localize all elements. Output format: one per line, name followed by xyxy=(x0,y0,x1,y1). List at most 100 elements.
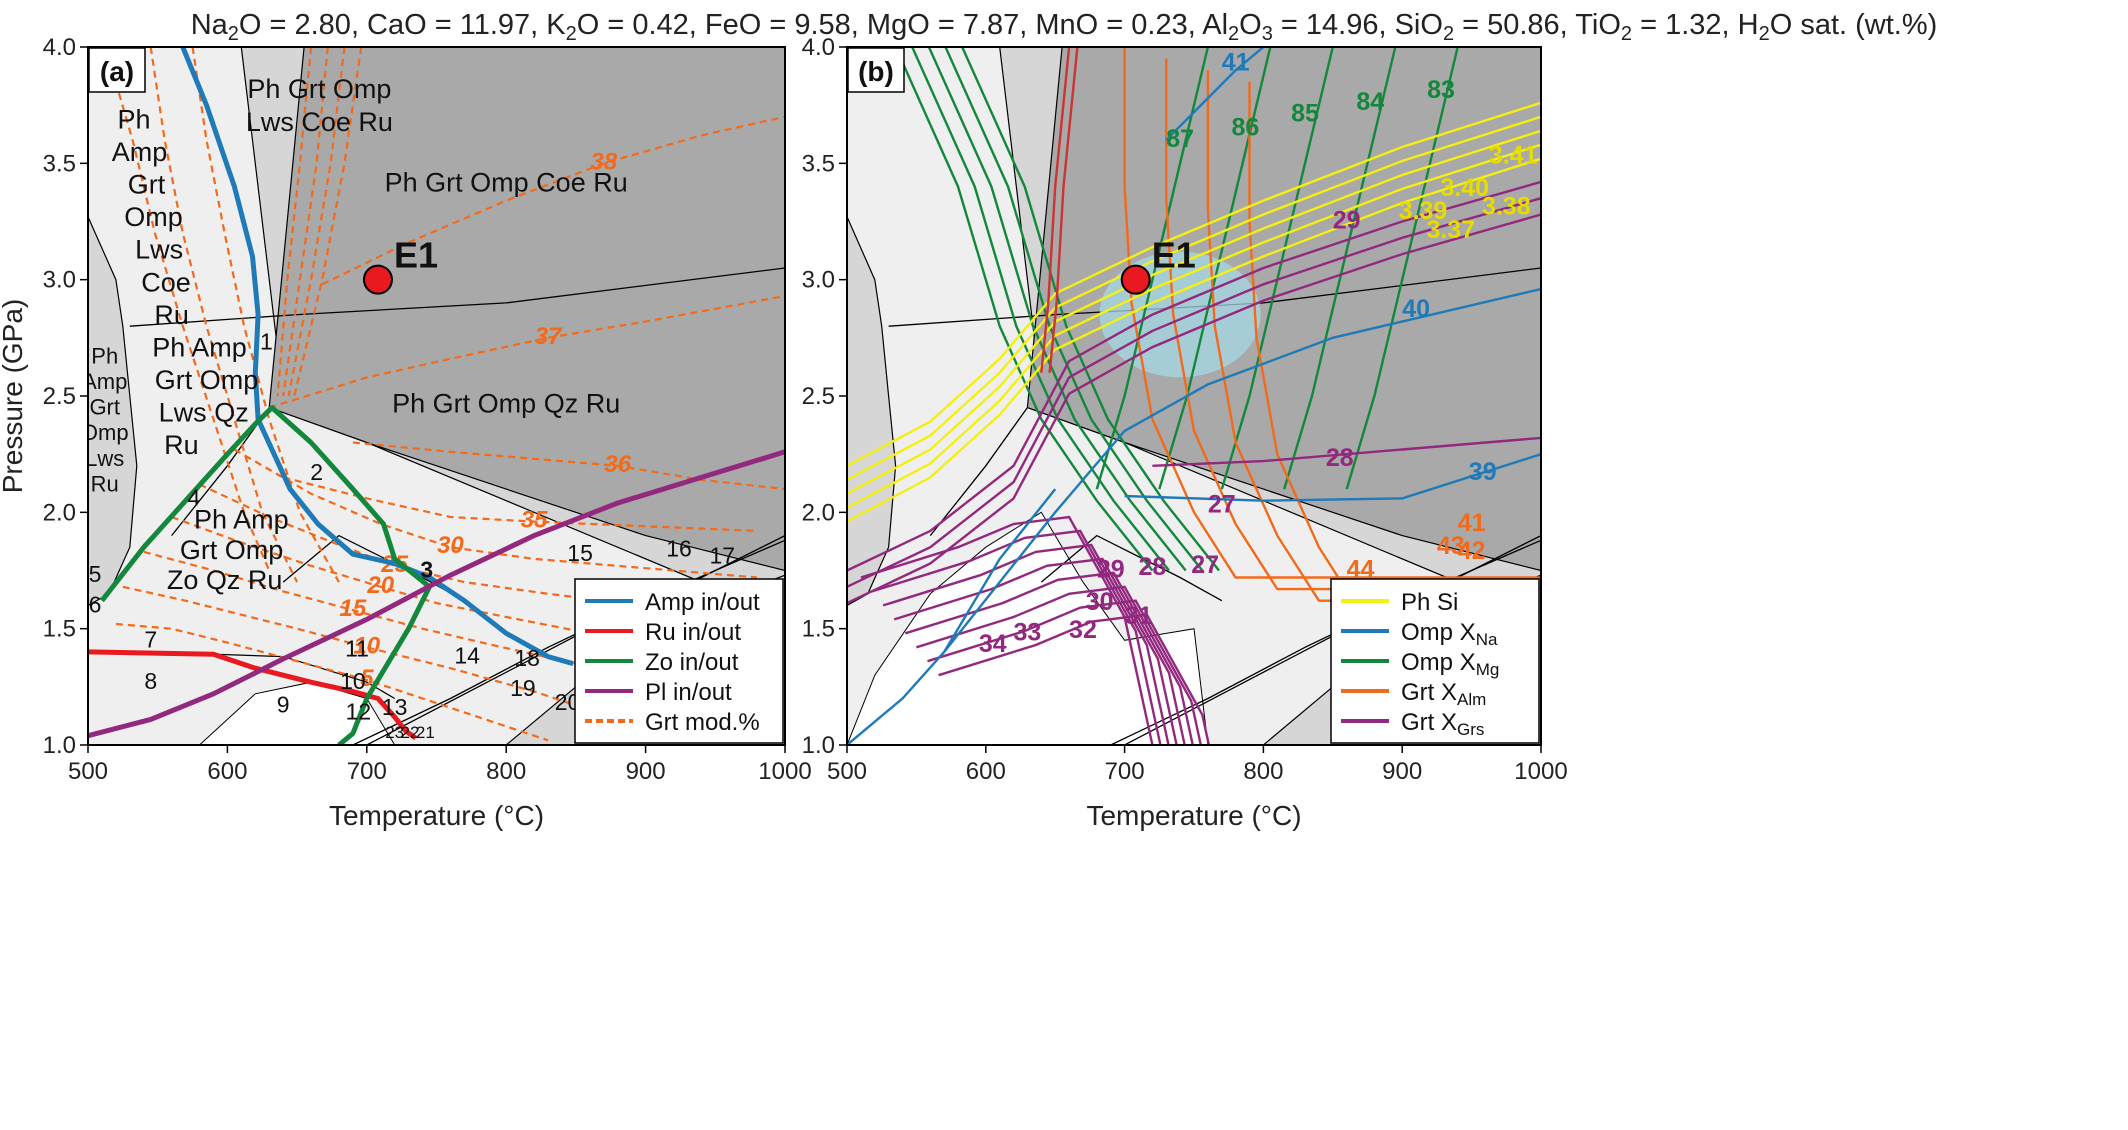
x-tick-label: 800 xyxy=(1243,758,1283,785)
ph-si-isopleth xyxy=(847,157,1541,523)
field-number: 6 xyxy=(89,591,102,617)
grs-label: 28 xyxy=(1138,553,1166,581)
legend-label: Ru in/out xyxy=(645,619,741,646)
legend-label: Amp in/out xyxy=(645,589,760,616)
grt-grs-isopleth xyxy=(893,557,1178,745)
e1-label: E1 xyxy=(394,235,438,276)
x-tick-label: 800 xyxy=(486,758,526,785)
field-label: Ru xyxy=(91,471,119,496)
x-tick-label: 500 xyxy=(827,758,867,785)
grt-contour-steep xyxy=(276,47,313,397)
grs-label: 29 xyxy=(1097,555,1125,583)
field-number: 18 xyxy=(514,645,540,671)
panel-label: (b) xyxy=(858,56,894,87)
field-label: Ru xyxy=(164,430,199,460)
omp-na-isopleth xyxy=(1124,453,1541,502)
composition-part: TiO xyxy=(1568,9,1621,41)
panel-label-box xyxy=(88,47,146,93)
composition-part: MgO = 7.87, xyxy=(859,9,1027,41)
x-tick-label: 600 xyxy=(207,758,247,785)
grt-contour-label: 20 xyxy=(366,572,394,599)
grt-contour-label: 10 xyxy=(353,632,380,659)
grt-grs-isopleth xyxy=(882,543,1170,745)
y-tick-label: 2.5 xyxy=(43,383,76,410)
composition-subscript: 2 xyxy=(1228,23,1239,45)
y-tick-label: 3.0 xyxy=(802,267,835,294)
x-tick-label: 700 xyxy=(1105,758,1145,785)
mg-label: 85 xyxy=(1291,99,1319,127)
grt-contour xyxy=(115,622,549,742)
composition-subscript: 2 xyxy=(566,23,577,45)
grs-label: 31 xyxy=(1125,602,1153,630)
si-label: 3.39 xyxy=(1399,197,1448,225)
field-boundary xyxy=(929,407,1028,537)
grt-contour xyxy=(282,476,758,532)
omp-na-isopleth xyxy=(943,287,1541,653)
x-tick-label: 700 xyxy=(347,758,387,785)
field-label: Amp xyxy=(112,137,168,167)
field-label: Lws xyxy=(85,446,124,471)
y-tick-label: 4.0 xyxy=(43,34,76,61)
x-tick-label: 1000 xyxy=(758,758,811,785)
x-axis-label: Temperature (°C) xyxy=(1086,800,1301,831)
composition-part: O = 2.80, xyxy=(239,9,359,41)
composition-part: Na xyxy=(191,9,229,41)
mg-label: 84 xyxy=(1356,88,1384,116)
field-label: Ph Grt Omp Coe Ru xyxy=(385,167,628,197)
field-label: Ph Amp xyxy=(194,505,289,535)
legend-label-sub: Mg xyxy=(1476,660,1500,679)
ru-line xyxy=(1048,47,1079,373)
grs-label: 30 xyxy=(1086,588,1114,616)
si-label: 3.40 xyxy=(1440,174,1489,202)
grt-grs-isopleth xyxy=(938,613,1211,745)
omp-mg-isopleth xyxy=(911,47,1170,572)
field-boundary xyxy=(129,267,785,327)
field-number: 1 xyxy=(260,328,273,354)
grs-label: 34 xyxy=(979,630,1007,658)
grt-grs-isopleth xyxy=(927,599,1203,745)
omp-mg-isopleth xyxy=(1095,47,1210,490)
field-label: Amp xyxy=(82,369,127,394)
legend-label: Ph Si xyxy=(1401,589,1458,616)
ru-line xyxy=(1040,47,1071,373)
series-ru xyxy=(88,649,418,741)
omp-mg-isopleth xyxy=(961,47,1220,572)
y-tick-label: 3.0 xyxy=(43,267,76,294)
field-number: 7 xyxy=(144,626,157,652)
y-tick-label: 1.0 xyxy=(802,732,835,759)
grt-contour-steep xyxy=(282,47,329,397)
field-number: 9 xyxy=(277,691,290,717)
ph-si-isopleth xyxy=(847,115,1541,481)
field-number: 14 xyxy=(454,643,480,669)
x-tick-label: 600 xyxy=(966,758,1006,785)
field-label: Ph Amp xyxy=(152,332,247,362)
field-number: 4 xyxy=(188,484,201,510)
field-number: 2 xyxy=(310,459,323,485)
grs-label: 33 xyxy=(1014,618,1042,646)
composition-part: = 50.86, xyxy=(1454,9,1568,41)
omp-na-isopleth xyxy=(1165,47,1265,141)
grt-contour-label: 35 xyxy=(521,507,548,534)
grs-label: 27 xyxy=(1191,551,1219,579)
omp-mg-isopleth xyxy=(894,47,1154,572)
panel-a: 5101520253035363738PhAmpGrtOmpLwsCoeRuPh… xyxy=(0,34,812,831)
grt-grs-isopleth xyxy=(860,515,1154,745)
y-tick-label: 1.5 xyxy=(802,616,835,643)
field-number: 22 xyxy=(401,723,420,742)
grt-grs-isopleth xyxy=(871,529,1162,745)
grs-label: 27 xyxy=(1208,490,1236,518)
grt-contour xyxy=(199,483,646,607)
composition-subscript: 2 xyxy=(1759,23,1770,45)
legend-label-sub: Alm xyxy=(1457,690,1486,709)
grt-grs-isopleth xyxy=(847,197,1541,588)
composition-subscript: 2 xyxy=(1621,23,1632,45)
field-label: Grt Omp xyxy=(180,535,284,565)
e1-point xyxy=(1120,264,1151,295)
mg-label: 86 xyxy=(1231,113,1259,141)
x-tick-label: 500 xyxy=(68,758,108,785)
legend-label-sub: Grs xyxy=(1457,720,1484,739)
field-number: 10 xyxy=(340,668,366,694)
field-label: Ph Grt Omp Qz Ru xyxy=(392,388,620,418)
legend-label-main: Omp X xyxy=(1401,649,1476,676)
